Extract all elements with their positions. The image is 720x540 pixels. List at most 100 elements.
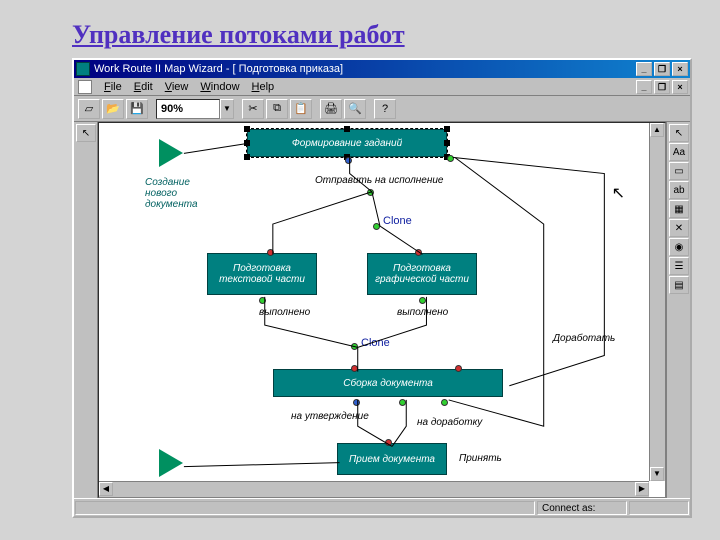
pointer-tool[interactable]: ↖ xyxy=(76,124,96,142)
scroll-up-button[interactable]: ▲ xyxy=(650,123,664,137)
start-node[interactable] xyxy=(159,449,183,477)
left-palette: ↖ xyxy=(74,122,98,498)
port-dot[interactable] xyxy=(385,439,392,446)
edge-label: на утверждение xyxy=(291,411,369,422)
open-button[interactable]: 📂 xyxy=(102,99,124,119)
zoom-input[interactable]: 90% xyxy=(156,99,220,119)
mdi-maximize-button[interactable]: ❐ xyxy=(654,80,670,94)
titlebar: Work Route II Map Wizard - [ Подготовка … xyxy=(74,60,690,78)
scroll-left-button[interactable]: ◀ xyxy=(99,482,113,496)
port-dot[interactable] xyxy=(367,189,374,196)
right-palette: ↖ Aa ▭ ab ▦ ✕ ◉ ☰ ▤ xyxy=(666,122,690,498)
selection-handle[interactable] xyxy=(244,154,250,160)
edge-label: Clone xyxy=(383,215,412,227)
list-tool[interactable]: ☰ xyxy=(669,257,689,275)
edge-label: Принять xyxy=(459,453,502,464)
edge-label: Clone xyxy=(361,337,390,349)
port-dot[interactable] xyxy=(351,365,358,372)
print-icon: 🖨 xyxy=(324,102,338,115)
help-button[interactable]: ? xyxy=(374,99,396,119)
props-tool[interactable]: ▤ xyxy=(669,276,689,294)
cut-icon: ✂ xyxy=(248,102,257,115)
port-dot[interactable] xyxy=(399,399,406,406)
rect-tool[interactable]: ▭ xyxy=(669,162,689,180)
scroll-right-button[interactable]: ▶ xyxy=(635,482,649,496)
canvas[interactable]: Создание нового документаУтверждение гот… xyxy=(98,122,666,498)
port-dot[interactable] xyxy=(441,399,448,406)
save-button[interactable]: 💾 xyxy=(126,99,148,119)
port-dot[interactable] xyxy=(447,155,454,162)
edge-label: выполнено xyxy=(397,307,448,318)
menu-help[interactable]: Help xyxy=(246,79,281,95)
selection-handle[interactable] xyxy=(244,126,250,132)
help-icon: ? xyxy=(382,103,388,115)
status-extra xyxy=(629,501,689,515)
start-node-label: Создание нового документа xyxy=(145,177,198,210)
paste-icon: 📋 xyxy=(294,102,308,115)
port-dot[interactable] xyxy=(353,399,360,406)
status-connect: Connect as: xyxy=(537,501,627,515)
zoom-dropdown[interactable]: ▼ xyxy=(220,99,234,119)
vertical-scrollbar[interactable]: ▲ ▼ xyxy=(649,123,665,481)
edge-label: Доработать xyxy=(553,333,615,344)
preview-button[interactable]: 🔍 xyxy=(344,99,366,119)
select-tool[interactable]: ↖ xyxy=(669,124,689,142)
start-node[interactable] xyxy=(159,139,183,167)
port-dot[interactable] xyxy=(373,223,380,230)
preview-icon: 🔍 xyxy=(348,102,362,115)
flow-node[interactable]: Формирование заданий xyxy=(247,129,447,157)
window-title: Work Route II Map Wizard - [ Подготовка … xyxy=(94,63,634,75)
app-icon xyxy=(76,62,90,76)
mdi-doc-icon[interactable] xyxy=(78,80,92,94)
menu-view[interactable]: View xyxy=(159,79,195,95)
close-button[interactable]: × xyxy=(672,62,688,76)
flow-node[interactable]: Сборка документа xyxy=(273,369,503,397)
mdi-close-button[interactable]: × xyxy=(672,80,688,94)
edge-label: выполнено xyxy=(259,307,310,318)
delete-tool[interactable]: ✕ xyxy=(669,219,689,237)
menu-edit[interactable]: Edit xyxy=(128,79,159,95)
selection-handle[interactable] xyxy=(344,126,350,132)
port-dot[interactable] xyxy=(455,365,462,372)
page-title: Управление потоками работ xyxy=(72,20,405,50)
port-dot[interactable] xyxy=(415,249,422,256)
save-icon: 💾 xyxy=(130,102,144,115)
maximize-button[interactable]: ❐ xyxy=(654,62,670,76)
node-tool[interactable]: ◉ xyxy=(669,238,689,256)
statusbar: Connect as: xyxy=(74,498,690,516)
grid-tool[interactable]: ▦ xyxy=(669,200,689,218)
app-window: Work Route II Map Wizard - [ Подготовка … xyxy=(72,58,692,518)
open-icon: 📂 xyxy=(106,102,120,115)
cursor-indicator-icon: ↖ xyxy=(612,183,625,203)
port-dot[interactable] xyxy=(351,343,358,350)
paste-button[interactable]: 📋 xyxy=(290,99,312,119)
port-dot[interactable] xyxy=(267,249,274,256)
copy-button[interactable]: ⧉ xyxy=(266,99,288,119)
toolbar: ▱ 📂 💾 90% ▼ ✂ ⧉ 📋 🖨 🔍 ? xyxy=(74,96,690,122)
pointer-icon: ↖ xyxy=(82,128,90,139)
port-dot[interactable] xyxy=(259,297,266,304)
horizontal-scrollbar[interactable]: ◀ ▶ xyxy=(99,481,649,497)
scroll-down-button[interactable]: ▼ xyxy=(650,467,664,481)
port-dot[interactable] xyxy=(345,157,352,164)
selection-handle[interactable] xyxy=(444,140,450,146)
selection-handle[interactable] xyxy=(444,126,450,132)
flow-node[interactable]: Подготовка графической части xyxy=(367,253,477,295)
port-dot[interactable] xyxy=(419,297,426,304)
flow-node[interactable]: Прием документа xyxy=(337,443,447,475)
edit-tool[interactable]: ab xyxy=(669,181,689,199)
print-button[interactable]: 🖨 xyxy=(320,99,342,119)
mdi-minimize-button[interactable]: _ xyxy=(636,80,652,94)
flow-node[interactable]: Подготовка текстовой части xyxy=(207,253,317,295)
menu-window[interactable]: Window xyxy=(194,79,245,95)
new-button[interactable]: ▱ xyxy=(78,99,100,119)
minimize-button[interactable]: _ xyxy=(636,62,652,76)
copy-icon: ⧉ xyxy=(273,102,281,115)
menu-file[interactable]: File xyxy=(98,79,128,95)
cut-button[interactable]: ✂ xyxy=(242,99,264,119)
selection-handle[interactable] xyxy=(244,140,250,146)
edge-label: Отправить на исполнение xyxy=(315,175,443,186)
text-tool[interactable]: Aa xyxy=(669,143,689,161)
status-main xyxy=(75,501,535,515)
edge-label: на доработку xyxy=(417,417,482,428)
